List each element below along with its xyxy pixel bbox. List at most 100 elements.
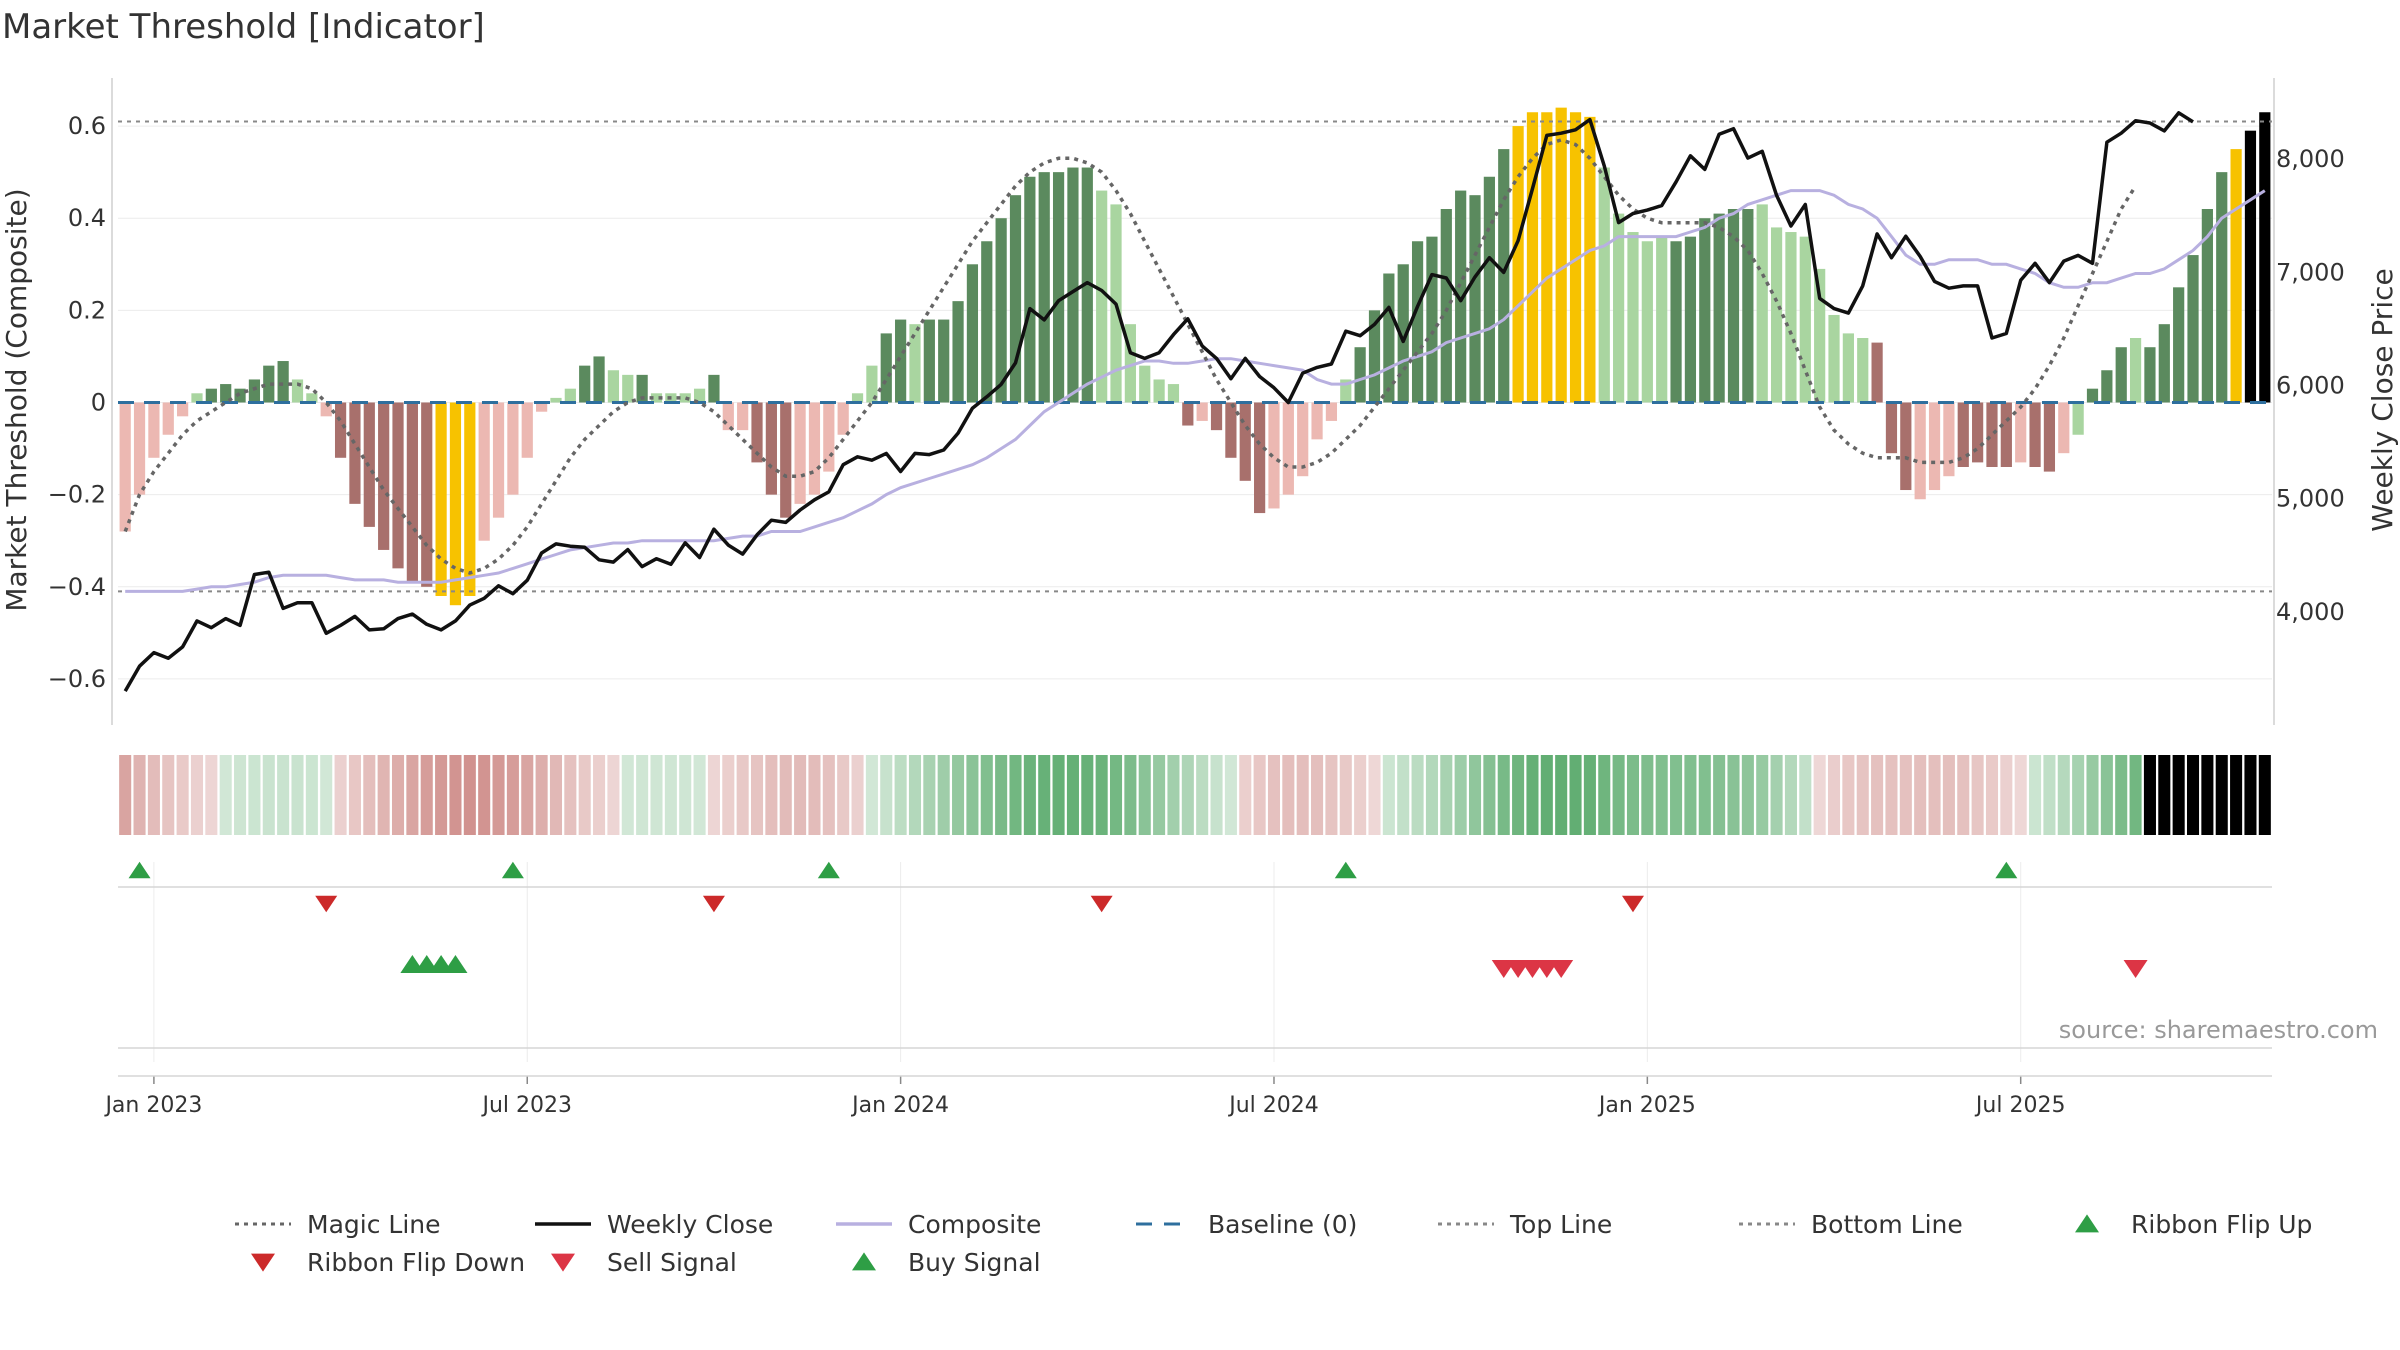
threshold-bar xyxy=(291,379,304,403)
ribbon-segment xyxy=(908,755,922,835)
threshold-bar xyxy=(708,374,720,403)
chart-title: Market Threshold [Indicator] xyxy=(2,7,485,47)
ribbon-segment xyxy=(1239,755,1252,835)
ribbon-segment xyxy=(1641,755,1654,835)
threshold-bar xyxy=(1297,402,1309,477)
threshold-bar xyxy=(2015,402,2027,463)
legend-label: Bottom Line xyxy=(1811,1210,1963,1239)
threshold-bar xyxy=(1167,384,1180,403)
ribbon-segment xyxy=(1583,755,1596,835)
ribbon-segment xyxy=(1109,755,1123,835)
ribbon-segment xyxy=(1526,755,1539,835)
ribbon-segment xyxy=(1153,755,1166,835)
threshold-bar xyxy=(2144,347,2156,403)
ribbon-segment xyxy=(162,755,175,835)
threshold-bar xyxy=(378,402,390,550)
ribbon-segment xyxy=(1296,755,1309,835)
legend-label: Composite xyxy=(908,1210,1041,1239)
legend-item-close: Weekly Close xyxy=(535,1210,773,1239)
ribbon-segment xyxy=(1928,755,1941,835)
ribbon-segment xyxy=(564,755,577,835)
threshold-bars xyxy=(119,107,2271,606)
threshold-bar xyxy=(1584,116,1596,403)
ribbon-segment xyxy=(1899,755,1912,835)
ribbon-segment xyxy=(1914,755,1927,835)
threshold-bar xyxy=(1598,167,1610,403)
ribbon-segment xyxy=(1124,755,1137,835)
ribbon-flip-up-marker xyxy=(817,861,840,879)
threshold-bar xyxy=(1885,402,1898,454)
threshold-bar xyxy=(851,393,864,403)
threshold-bar xyxy=(1440,209,1452,403)
threshold-bar xyxy=(1670,241,1682,403)
threshold-bar xyxy=(2216,172,2228,403)
ribbon-segment xyxy=(1325,755,1338,835)
threshold-bar xyxy=(1627,232,1639,403)
ribbon-segment xyxy=(1512,755,1525,835)
threshold-bar xyxy=(1785,232,1797,403)
ribbon-segment xyxy=(363,755,376,835)
ribbon-segment xyxy=(1569,755,1582,835)
threshold-bar xyxy=(909,324,921,403)
ribbon-segment xyxy=(607,755,620,835)
ribbon-segment xyxy=(119,755,132,835)
ribbon-segment xyxy=(2014,755,2027,835)
threshold-bar xyxy=(1727,209,1740,403)
threshold-bar xyxy=(722,402,734,431)
ribbon-segment xyxy=(2230,755,2243,835)
ribbon-segment xyxy=(1885,755,1898,835)
ribbon-segment xyxy=(348,755,361,835)
threshold-bar xyxy=(421,402,433,587)
legend-item-sell: Sell Signal xyxy=(551,1248,737,1277)
threshold-bar xyxy=(693,388,706,403)
ribbon-segment xyxy=(1339,755,1352,835)
ribbon-segment xyxy=(1741,755,1754,835)
ribbon-segment xyxy=(2215,755,2228,835)
threshold-bar xyxy=(205,388,217,403)
threshold-bar xyxy=(1225,402,1237,458)
y-tick-label: −0.2 xyxy=(48,481,106,509)
ribbon-segment xyxy=(1856,755,1869,835)
ribbon-segment xyxy=(549,755,563,835)
ribbon-segment xyxy=(952,755,965,835)
threshold-bar xyxy=(1986,402,1998,467)
threshold-bar xyxy=(1483,176,1495,403)
legend-swatch xyxy=(852,1252,876,1271)
threshold-bar xyxy=(1124,324,1136,403)
threshold-bar xyxy=(2201,209,2213,403)
ribbon-segment xyxy=(1799,755,1812,835)
threshold-bar xyxy=(1081,167,1093,403)
threshold-bar xyxy=(1411,241,1424,403)
ribbon-segment xyxy=(1009,755,1022,835)
ribbon-segment xyxy=(1985,755,1999,835)
ribbon-segment xyxy=(1382,755,1395,835)
ribbon-segment xyxy=(1813,755,1826,835)
threshold-bar xyxy=(2000,402,2012,467)
ribbon-segment xyxy=(1210,755,1223,835)
ribbon-segment xyxy=(707,755,720,835)
ribbon-segment xyxy=(1598,755,1611,835)
ribbon-segment xyxy=(923,755,936,835)
threshold-bar xyxy=(507,402,519,495)
ribbon-segment xyxy=(2244,755,2257,835)
threshold-bar xyxy=(2043,402,2056,472)
threshold-bar xyxy=(679,393,691,403)
ribbon-segment xyxy=(2115,755,2128,835)
ribbon-segment xyxy=(765,755,778,835)
y2-axis-label: Weekly Close Price xyxy=(2366,268,2399,531)
threshold-bar xyxy=(1814,268,1826,403)
ribbon-segment xyxy=(1626,755,1640,835)
signal-markers xyxy=(118,861,2272,1077)
threshold-bar xyxy=(579,365,591,403)
threshold-bar xyxy=(2101,370,2113,403)
ribbon-segment xyxy=(535,755,548,835)
threshold-bar xyxy=(923,319,935,403)
threshold-bar xyxy=(837,402,849,435)
ribbon-segment xyxy=(1483,755,1496,835)
threshold-bar xyxy=(1770,227,1783,403)
threshold-bar xyxy=(1512,126,1524,403)
threshold-bar xyxy=(349,402,361,504)
ribbon-segment xyxy=(478,755,491,835)
y2-tick-label: 8,000 xyxy=(2276,145,2345,173)
ribbon-segment xyxy=(2100,755,2113,835)
